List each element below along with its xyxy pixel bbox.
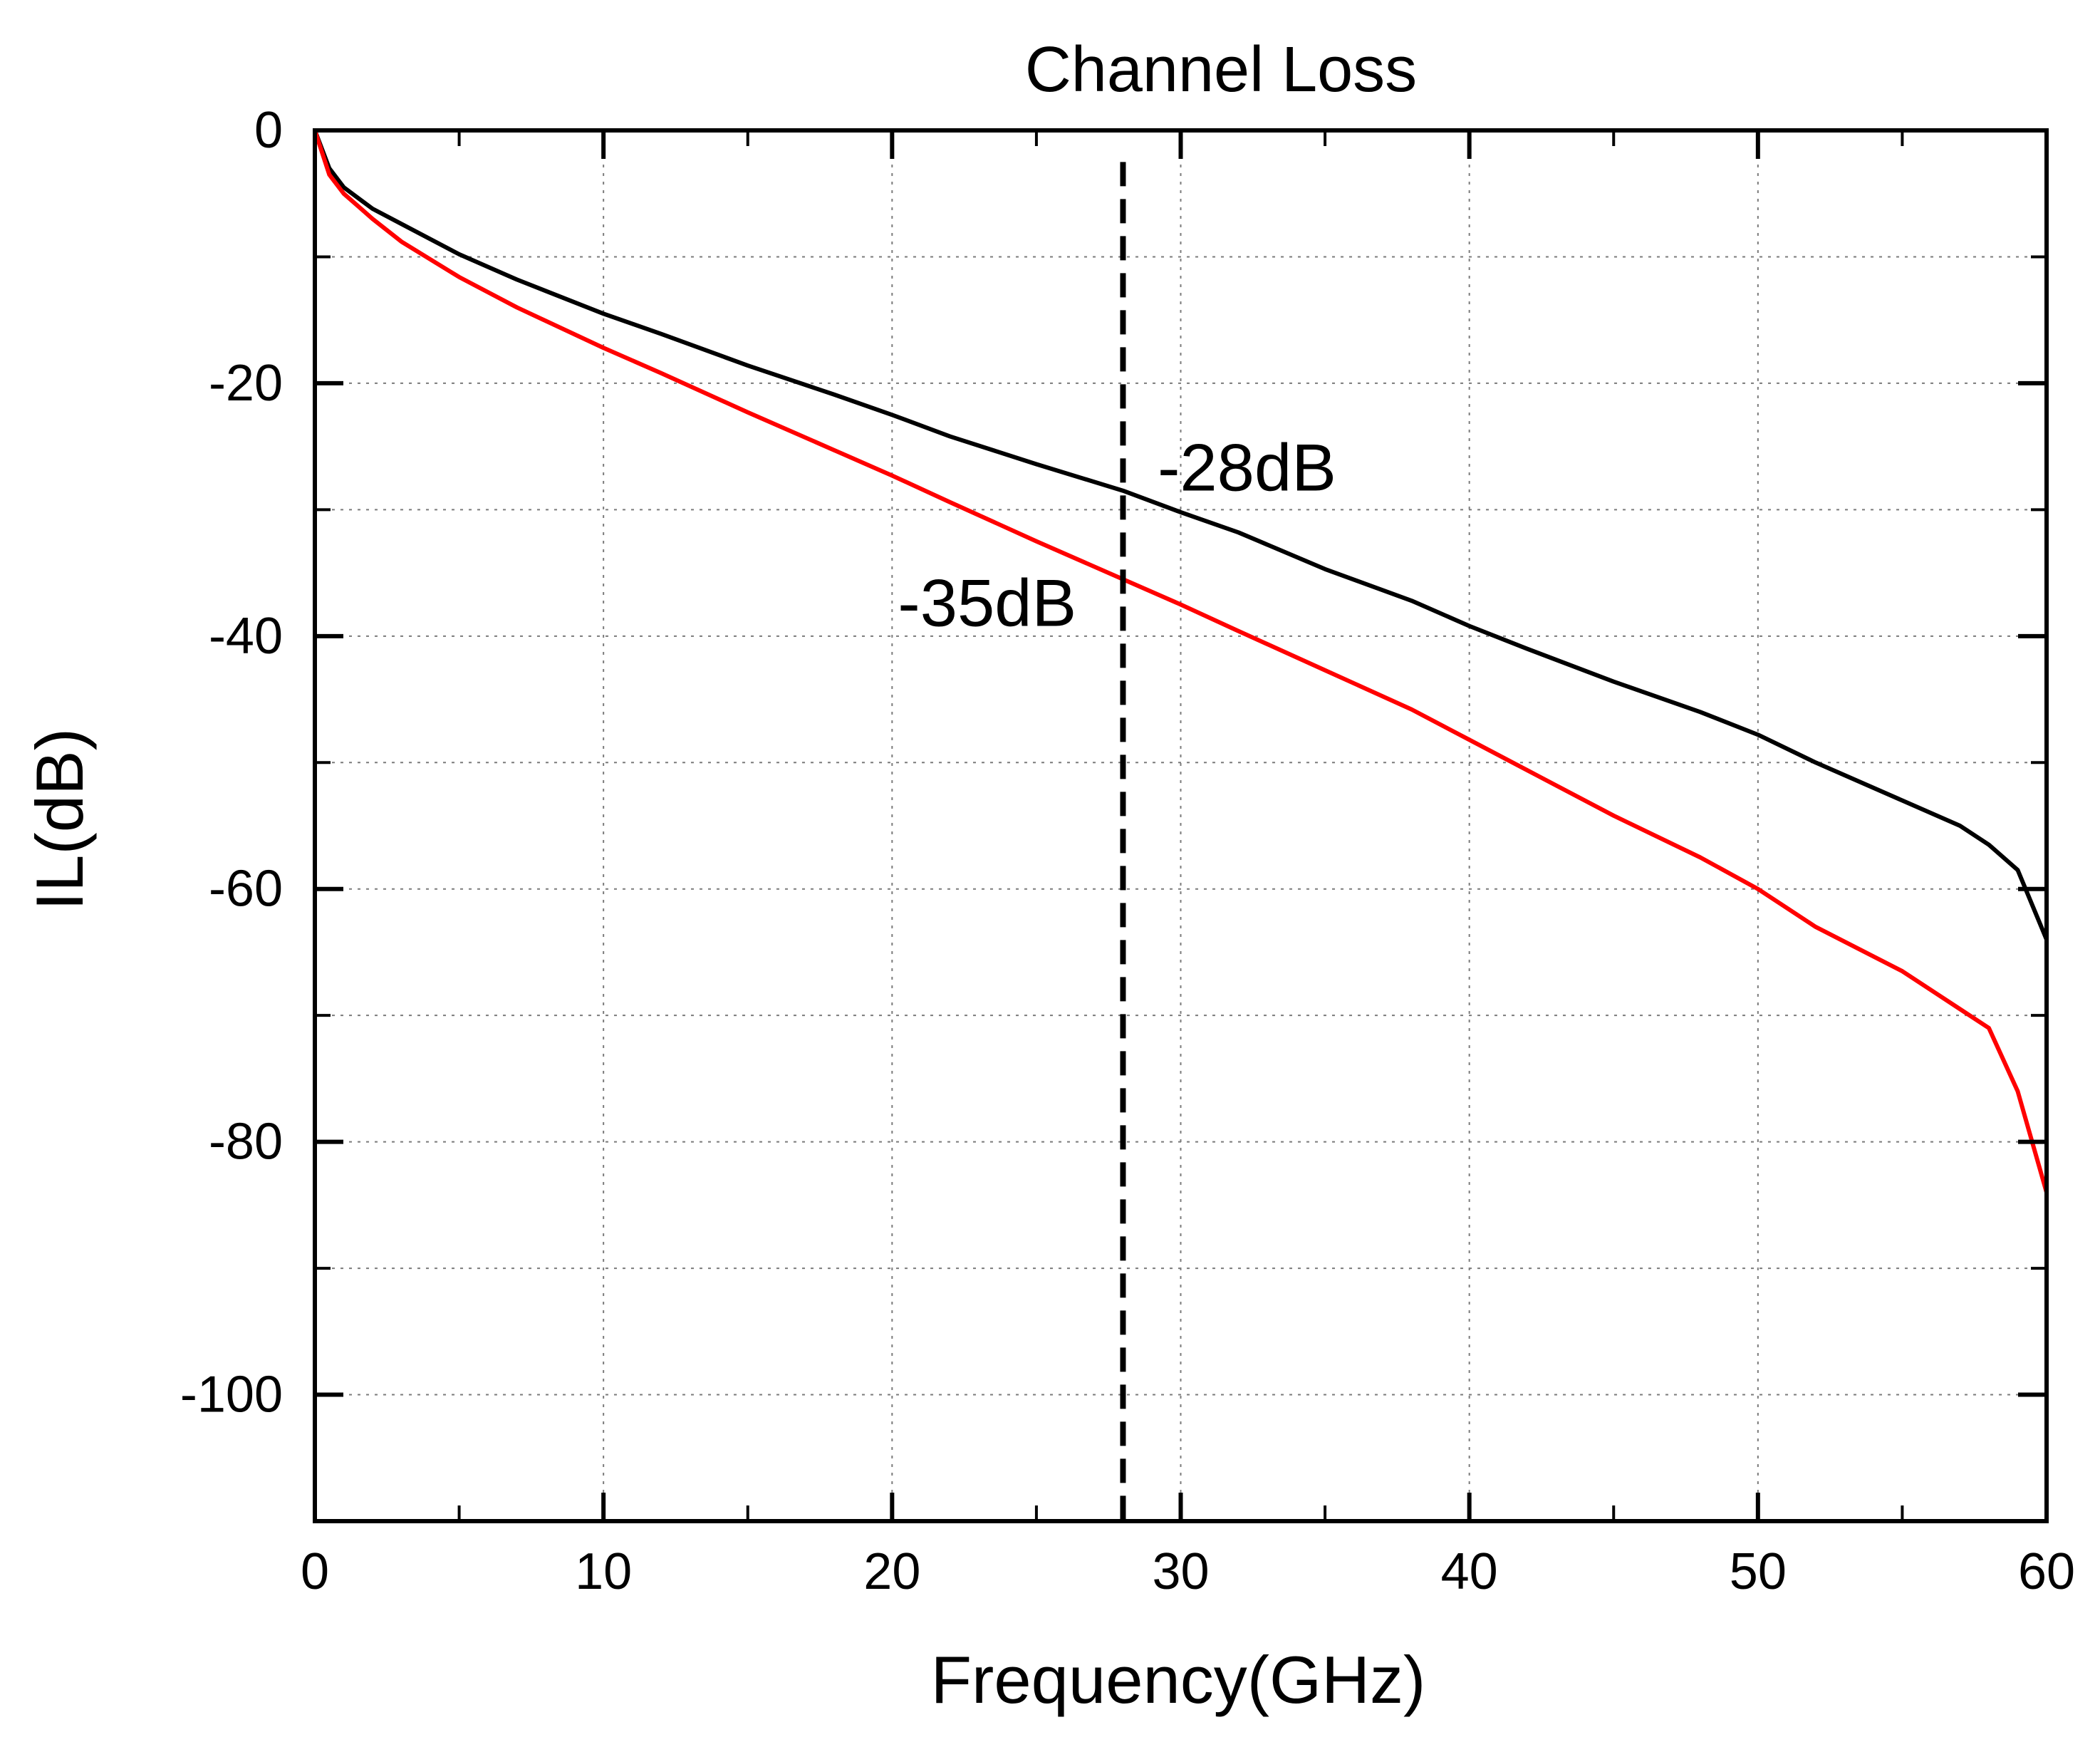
- y-tick-label: 0: [254, 102, 283, 159]
- axes: 0 10 20 30 40 50 60 0 -20 -40 -60 -80 -100: [180, 102, 2075, 1600]
- x-tick-label: 50: [1730, 1543, 1787, 1600]
- x-axis-label: Frequency(GHz): [931, 1642, 1426, 1717]
- y-axis-label: IL(dB): [22, 728, 97, 911]
- x-tick-label: 40: [1441, 1543, 1498, 1600]
- x-tick-label: 60: [2018, 1543, 2075, 1600]
- series-channel-a: [313, 128, 2049, 942]
- chart-title: Channel Loss: [1025, 34, 1417, 105]
- y-tick-label: -80: [209, 1114, 283, 1171]
- series-lines: [313, 128, 2049, 1521]
- x-tick-label: 10: [575, 1543, 632, 1600]
- x-tick-label: 30: [1152, 1543, 1209, 1600]
- annotation-35db: -35dB: [898, 566, 1076, 641]
- y-tick-label: -20: [209, 355, 283, 412]
- x-tick-label: 0: [301, 1543, 329, 1600]
- annotations: -28dB -35dB: [898, 430, 1336, 641]
- x-tick-label: 20: [863, 1543, 920, 1600]
- y-tick-label: -60: [209, 861, 283, 918]
- series-channel-b: [313, 128, 2049, 1195]
- grid-lines: [315, 130, 2047, 1521]
- y-tick-label: -40: [209, 608, 283, 665]
- y-tick-label: -100: [180, 1367, 283, 1424]
- annotation-28db: -28dB: [1158, 430, 1336, 505]
